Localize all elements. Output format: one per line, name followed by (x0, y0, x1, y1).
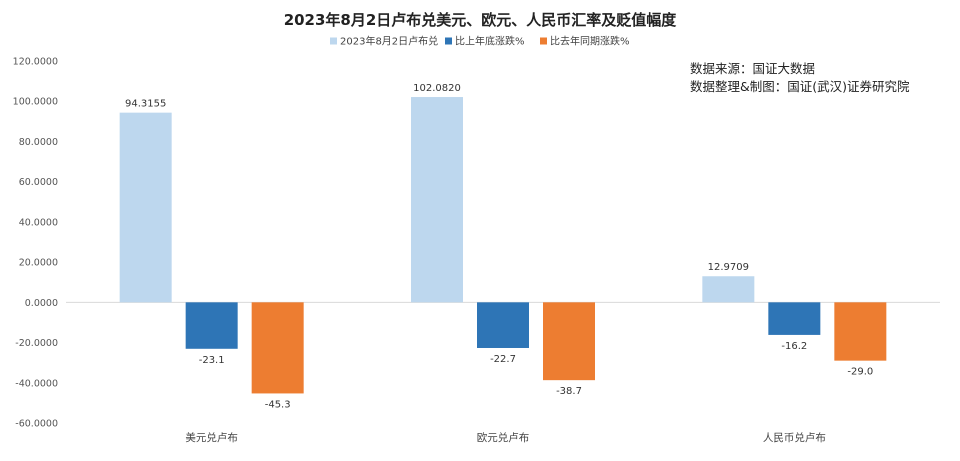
y-tick-label: -40.0000 (15, 378, 58, 389)
bar (251, 302, 304, 394)
bar (702, 276, 755, 303)
legend-swatch (540, 37, 547, 45)
legend-label: 比去年同期涨跌% (550, 35, 630, 48)
y-tick-label: 60.0000 (19, 177, 58, 188)
bar (185, 302, 238, 349)
legend-swatch (330, 37, 337, 45)
category-label: 美元兑卢布 (185, 431, 238, 444)
legend-swatch (445, 37, 452, 45)
y-tick-label: 40.0000 (19, 217, 58, 228)
bar (768, 302, 821, 335)
category-label: 欧元兑卢布 (477, 431, 530, 444)
y-tick-label: -60.0000 (15, 419, 58, 430)
y-tick-label: 120.0000 (13, 57, 58, 68)
data-label: -29.0 (847, 367, 873, 378)
y-tick-label: 0.0000 (25, 298, 58, 309)
bar (411, 97, 463, 303)
y-tick-label: 100.0000 (13, 97, 58, 108)
y-tick-label: 20.0000 (19, 258, 58, 269)
annotation-source: 数据来源：国证大数据 (690, 61, 815, 76)
legend-label: 比上年底涨跌% (455, 35, 525, 48)
bar (834, 302, 887, 361)
bar (543, 302, 595, 381)
data-label: -16.2 (781, 341, 807, 352)
legend: 2023年8月2日卢布兑 比上年底涨跌% 比去年同期涨跌% (330, 35, 630, 48)
data-label: -23.1 (199, 355, 225, 366)
category-label: 人民币兑卢布 (763, 431, 826, 444)
data-label: 102.0820 (413, 83, 461, 94)
y-tick-label: -20.0000 (15, 338, 58, 349)
data-label: -22.7 (490, 354, 516, 365)
y-tick-label: 80.0000 (19, 137, 58, 148)
data-label: -38.7 (556, 386, 582, 397)
chart-title: 2023年8月2日卢布兑美元、欧元、人民币汇率及贬值幅度 (284, 11, 678, 29)
data-label: -45.3 (265, 399, 291, 410)
annotation-author: 数据整理&制图：国证(武汉)证券研究院 (690, 79, 910, 94)
data-label: 94.3155 (125, 99, 166, 110)
legend-label: 2023年8月2日卢布兑 (340, 35, 438, 48)
bar (119, 112, 172, 303)
bar (477, 302, 529, 348)
bars: 94.3155 -23.1 -45.3 102.0820 -22.7 -38.7 12.97… (119, 83, 887, 410)
x-axis: 美元兑卢布 欧元兑卢布 人民币兑卢布 (185, 431, 825, 444)
data-label: 12.9709 (708, 262, 749, 273)
